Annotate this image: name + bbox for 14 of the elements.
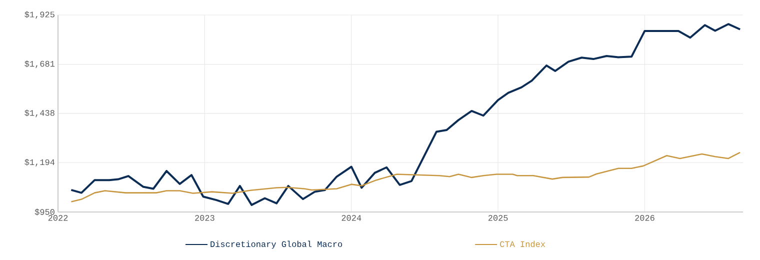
- y-tick-label: $1,438: [24, 110, 54, 118]
- y-tick-label: $1,681: [24, 60, 55, 68]
- y-tick-label: $1,194: [24, 158, 55, 167]
- x-tick-label: 2022: [48, 215, 68, 221]
- line-series: [70, 152, 741, 202]
- legend-label: Discretionary Global Macro: [210, 240, 342, 249]
- x-tick-label: 2026: [635, 215, 654, 221]
- y-tick-label: $950: [34, 208, 54, 216]
- x-tick-label: 2023: [195, 215, 214, 221]
- y-tick-label: $1,925: [24, 11, 54, 19]
- legend-label: CTA Index: [500, 240, 546, 248]
- line-series: [70, 23, 742, 206]
- x-tick-label: 2025: [488, 215, 508, 221]
- x-tick-label: 2024: [342, 215, 362, 221]
